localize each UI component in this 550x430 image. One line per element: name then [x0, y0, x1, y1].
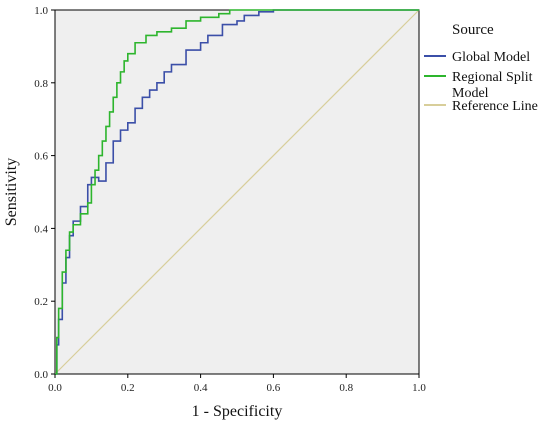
- x-axis: 0.0 0.2 0.4 0.6 0.8 1.0: [48, 374, 426, 394]
- y-axis: 0.0 0.2 0.4 0.6 0.8 1.0: [34, 5, 55, 381]
- x-tick-label: 0.0: [48, 382, 62, 394]
- legend-label: Regional Split Model: [452, 70, 533, 101]
- reference-line-layer: [54, 9, 420, 375]
- legend-title: Source: [452, 22, 494, 38]
- legend: Source Global Model Regional Split ModelRe…: [424, 22, 538, 114]
- y-tick-label: 0.6: [34, 151, 48, 163]
- x-tick-label: 0.8: [339, 382, 353, 394]
- x-tick-label: 0.6: [267, 382, 281, 394]
- series-line-regional-split-model: [55, 9, 419, 375]
- x-tick-label: 0.2: [121, 382, 135, 394]
- legend-label: Reference Line: [452, 99, 538, 114]
- legend-label: Global Model: [452, 50, 530, 65]
- y-tick-label: 0.0: [34, 369, 48, 381]
- series-layer: [55, 9, 419, 375]
- y-tick-label: 0.8: [34, 78, 48, 90]
- series-line-reference-line: [54, 9, 420, 375]
- y-tick-label: 0.4: [34, 223, 48, 235]
- x-axis-title: 1 - Specificity: [192, 403, 283, 420]
- legend-entries: Global Model Regional Split ModelReference…: [424, 50, 538, 114]
- y-tick-label: 0.2: [34, 296, 48, 308]
- x-tick-label: 0.4: [194, 382, 208, 394]
- x-tick-label: 1.0: [412, 382, 426, 394]
- y-tick-label: 1.0: [34, 5, 48, 17]
- y-axis-title: Sensitivity: [3, 158, 20, 226]
